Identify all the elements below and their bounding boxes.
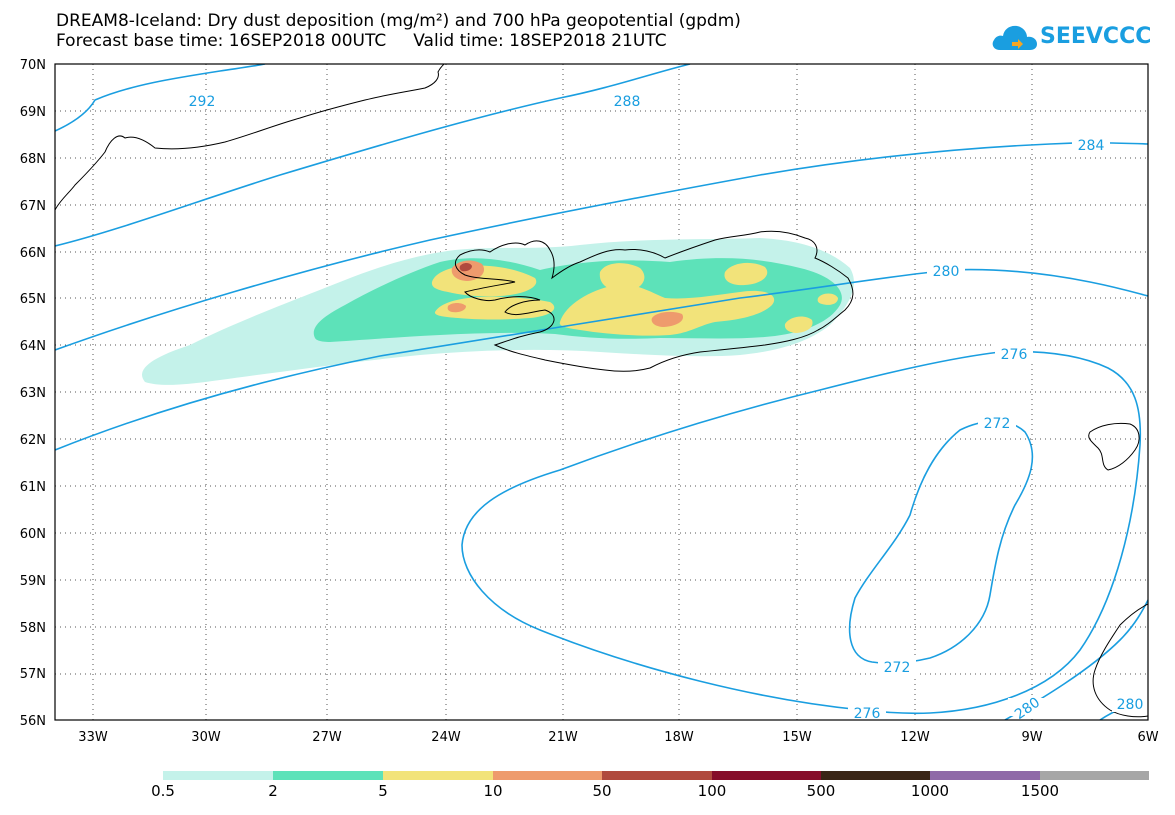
lat-label: 68N bbox=[20, 152, 46, 167]
dust-band-50 bbox=[459, 263, 472, 272]
lat-label: 63N bbox=[20, 386, 46, 401]
coastlines bbox=[55, 64, 1148, 718]
lat-label: 67N bbox=[20, 199, 46, 214]
geopotential-contours bbox=[55, 64, 1148, 720]
contour-280-north bbox=[55, 268, 1148, 451]
legend-swatch bbox=[602, 771, 712, 780]
contour-label: 272 bbox=[884, 660, 911, 676]
contour-276 bbox=[461, 350, 1142, 715]
lon-label: 27W bbox=[312, 730, 342, 745]
cloud-icon bbox=[992, 25, 1037, 50]
dust-band-10-b bbox=[447, 303, 466, 313]
lat-label: 58N bbox=[20, 621, 46, 636]
latitude-labels: 56N 57N 58N 59N 60N 61N 62N 63N 64N 65N … bbox=[20, 58, 46, 729]
contour-label: 272 bbox=[984, 416, 1011, 432]
legend-swatch bbox=[273, 771, 383, 780]
legend-label: 500 bbox=[806, 782, 836, 800]
legend-swatch bbox=[712, 771, 821, 780]
contour-label: 288 bbox=[614, 94, 641, 110]
contour-272 bbox=[848, 420, 1034, 664]
legend-colorbar bbox=[163, 771, 1149, 780]
legend-swatch bbox=[163, 771, 273, 780]
contour-label: 292 bbox=[189, 94, 216, 110]
contour-label: 284 bbox=[1078, 138, 1105, 154]
lon-label: 24W bbox=[431, 730, 461, 745]
legend-swatch bbox=[493, 771, 602, 780]
dust-shading bbox=[142, 238, 854, 385]
longitude-labels: 33W 30W 27W 24W 21W 18W 15W 12W 9W 6W bbox=[78, 730, 1158, 745]
map-subtitle: Forecast base time: 16SEP2018 00UTC Vali… bbox=[56, 31, 667, 51]
lon-label: 15W bbox=[782, 730, 812, 745]
seevccc-logo: SEEVCCC bbox=[990, 20, 1152, 56]
contour-label-group: 292 288 284 280 276 272 272 276 280 280 bbox=[183, 91, 1148, 722]
dust-band-5-f bbox=[784, 316, 813, 333]
map-title: DREAM8-Iceland: Dry dust deposition (mg/… bbox=[56, 11, 741, 31]
dust-band-5-e bbox=[724, 262, 768, 286]
legend-swatch bbox=[821, 771, 930, 780]
lon-label: 21W bbox=[548, 730, 578, 745]
lat-label: 65N bbox=[20, 292, 46, 307]
lon-label: 9W bbox=[1021, 730, 1042, 745]
legend-label: 1000 bbox=[910, 782, 950, 800]
legend-label: 50 bbox=[592, 782, 612, 800]
scotland-coast bbox=[1092, 603, 1148, 718]
iceland-coast bbox=[454, 230, 854, 372]
lat-label: 70N bbox=[20, 58, 46, 73]
lat-label: 61N bbox=[20, 480, 46, 495]
legend-swatch bbox=[930, 771, 1040, 780]
lat-label: 59N bbox=[20, 574, 46, 589]
legend-label: 5 bbox=[378, 782, 388, 800]
lon-label: 30W bbox=[191, 730, 221, 745]
lat-label: 57N bbox=[20, 667, 46, 682]
lat-label: 62N bbox=[20, 433, 46, 448]
lon-label: 33W bbox=[78, 730, 108, 745]
dust-band-5-d bbox=[599, 263, 645, 292]
contour-288 bbox=[55, 64, 691, 247]
legend-label: 2 bbox=[268, 782, 278, 800]
contour-label: 276 bbox=[1001, 347, 1028, 363]
contour-292 bbox=[55, 64, 266, 132]
lat-label: 69N bbox=[20, 105, 46, 120]
legend-label: 10 bbox=[483, 782, 503, 800]
contour-label: 280 bbox=[933, 264, 960, 280]
legend-swatch bbox=[1040, 771, 1149, 780]
contour-284 bbox=[55, 142, 1148, 351]
dust-band-10-a bbox=[451, 260, 485, 281]
lon-label: 6W bbox=[1137, 730, 1158, 745]
lat-label: 64N bbox=[20, 339, 46, 354]
logo-text: SEEVCCC bbox=[1040, 24, 1152, 49]
legend-label: 1500 bbox=[1020, 782, 1060, 800]
lon-label: 18W bbox=[664, 730, 694, 745]
lat-label: 60N bbox=[20, 527, 46, 542]
legend-label: 100 bbox=[697, 782, 727, 800]
lat-label: 66N bbox=[20, 246, 46, 261]
legend-swatch bbox=[383, 771, 493, 780]
greenland-coast bbox=[55, 64, 445, 211]
map-frame bbox=[54, 63, 1149, 721]
legend-label: 0.5 bbox=[151, 782, 175, 800]
contour-label: 280 bbox=[1117, 697, 1144, 713]
faroe-coast bbox=[1088, 422, 1140, 471]
dust-band-5-g bbox=[817, 293, 838, 305]
lat-label: 56N bbox=[20, 714, 46, 729]
map-grid bbox=[55, 64, 1148, 720]
contour-label: 276 bbox=[854, 706, 881, 722]
lon-label: 12W bbox=[900, 730, 930, 745]
dust-band-10-c bbox=[651, 311, 684, 327]
